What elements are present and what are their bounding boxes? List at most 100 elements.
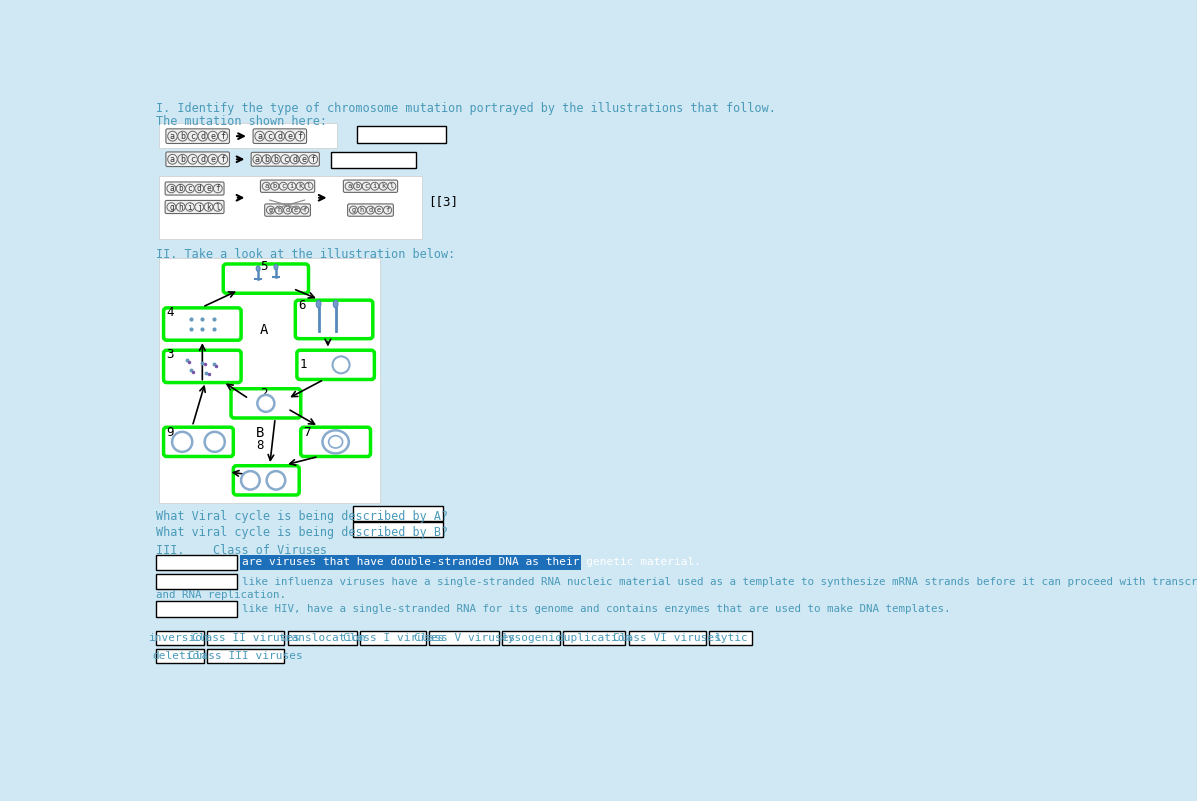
FancyBboxPatch shape [265, 204, 310, 216]
Bar [156, 649, 203, 663]
Text: duplication: duplication [558, 634, 632, 643]
Text: k: k [298, 183, 303, 189]
Text: h: h [360, 207, 364, 213]
FancyBboxPatch shape [347, 204, 394, 216]
Bar [503, 631, 560, 645]
Ellipse shape [345, 183, 353, 190]
Text: lytic: lytic [713, 634, 747, 643]
FancyBboxPatch shape [165, 182, 224, 195]
Text: e: e [206, 184, 211, 193]
Text: b: b [273, 183, 277, 189]
FancyBboxPatch shape [251, 152, 320, 166]
Text: d: d [369, 207, 372, 213]
Text: inversion: inversion [150, 634, 211, 643]
Ellipse shape [274, 264, 278, 270]
FancyBboxPatch shape [300, 427, 371, 457]
Text: 3: 3 [166, 348, 175, 361]
FancyBboxPatch shape [164, 427, 233, 457]
Text: c: c [364, 183, 369, 189]
FancyBboxPatch shape [261, 180, 315, 192]
Text: 6: 6 [298, 300, 306, 312]
Text: like influenza viruses have a single-stranded RNA nucleic material used as a tem: like influenza viruses have a single-str… [242, 577, 1197, 586]
Ellipse shape [213, 203, 223, 211]
Text: lysogenic: lysogenic [500, 634, 561, 643]
Text: like HIV, have a single-stranded RNA for its genome and contains enzymes that ar: like HIV, have a single-stranded RNA for… [242, 604, 950, 614]
Text: f: f [311, 155, 316, 163]
Bar [156, 574, 237, 589]
Text: h: h [277, 207, 281, 213]
Bar [156, 555, 237, 570]
Ellipse shape [166, 184, 176, 193]
Ellipse shape [284, 206, 292, 214]
Ellipse shape [353, 183, 361, 190]
Bar [159, 176, 423, 239]
Ellipse shape [205, 432, 225, 452]
FancyBboxPatch shape [166, 129, 230, 143]
Text: h: h [178, 203, 183, 211]
Ellipse shape [265, 131, 274, 141]
Ellipse shape [166, 203, 176, 211]
Ellipse shape [257, 395, 274, 412]
Ellipse shape [290, 155, 299, 164]
Text: deletion: deletion [153, 651, 207, 661]
Bar [360, 631, 426, 645]
Ellipse shape [208, 131, 218, 141]
FancyBboxPatch shape [233, 465, 299, 495]
Text: f: f [220, 155, 225, 163]
Text: Class III viruses: Class III viruses [188, 651, 303, 661]
Text: d: d [200, 131, 205, 141]
Bar [159, 258, 379, 503]
Bar [156, 631, 203, 645]
FancyBboxPatch shape [297, 350, 375, 380]
Text: i: i [188, 203, 193, 211]
Ellipse shape [272, 155, 280, 164]
Text: b: b [356, 183, 360, 189]
Ellipse shape [297, 183, 304, 190]
Text: f: f [303, 207, 306, 213]
Ellipse shape [172, 432, 193, 452]
Text: e: e [377, 207, 381, 213]
Text: g: g [352, 207, 356, 213]
Text: 5: 5 [261, 260, 268, 273]
Ellipse shape [186, 184, 194, 193]
Ellipse shape [287, 183, 296, 190]
Ellipse shape [275, 131, 285, 141]
Text: a: a [265, 183, 268, 189]
Text: e: e [302, 155, 306, 163]
Text: d: d [200, 155, 205, 163]
Text: k: k [381, 183, 385, 189]
Text: II. Take a look at the illustration below:: II. Take a look at the illustration belo… [156, 248, 455, 261]
Text: e: e [294, 207, 298, 213]
Ellipse shape [358, 206, 366, 214]
Text: and RNA replication.: and RNA replication. [156, 590, 286, 601]
Text: b: b [273, 155, 279, 163]
Ellipse shape [363, 183, 370, 190]
Text: Class VI viruses: Class VI viruses [613, 634, 722, 643]
Text: k: k [206, 203, 211, 211]
Text: i: i [372, 183, 377, 189]
Ellipse shape [195, 184, 203, 193]
Text: g: g [169, 203, 174, 211]
Text: a: a [169, 184, 174, 193]
Ellipse shape [188, 131, 198, 141]
Ellipse shape [198, 131, 207, 141]
Bar [332, 151, 417, 167]
Text: The mutation shown here:: The mutation shown here: [156, 115, 327, 127]
FancyBboxPatch shape [164, 308, 241, 340]
Ellipse shape [176, 203, 186, 211]
Text: Class I viruses: Class I viruses [342, 634, 444, 643]
Bar [207, 649, 285, 663]
Text: d: d [285, 207, 290, 213]
Text: f: f [385, 207, 390, 213]
Text: 7: 7 [303, 425, 310, 439]
Ellipse shape [205, 184, 213, 193]
FancyBboxPatch shape [224, 264, 309, 293]
Ellipse shape [241, 471, 260, 489]
Ellipse shape [262, 183, 271, 190]
Ellipse shape [267, 471, 285, 489]
Text: [[3]: [[3] [429, 195, 458, 207]
Text: 4: 4 [166, 305, 175, 319]
Ellipse shape [218, 131, 227, 141]
Text: d: d [292, 155, 297, 163]
Ellipse shape [375, 206, 383, 214]
